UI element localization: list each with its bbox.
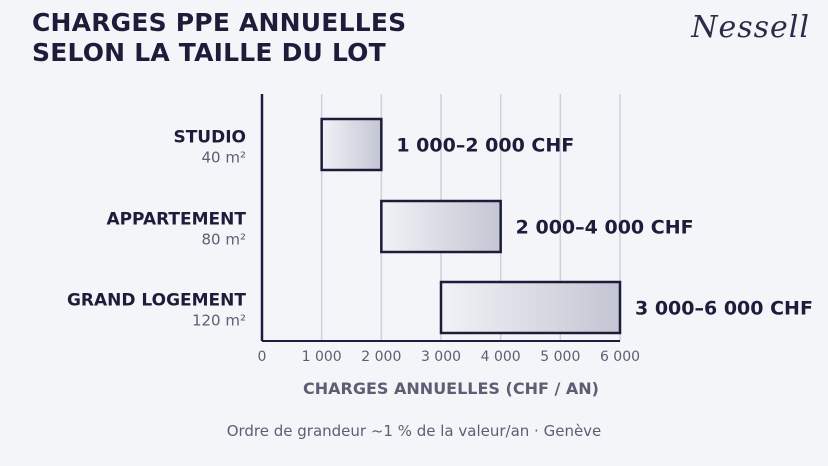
category-sublabel: 40 m² [202, 149, 246, 167]
range-bar [380, 199, 502, 254]
bar-value-label: 1 000–2 000 CHF [396, 135, 574, 157]
range-bar [320, 117, 383, 172]
x-tick-label: 0 [258, 349, 267, 365]
x-tick-label: 1 000 [302, 349, 342, 365]
category-sublabel: 120 m² [192, 312, 246, 330]
x-tick-label: 2 000 [361, 349, 401, 365]
category-label: GRAND LOGEMENT [67, 291, 246, 311]
category-sublabel: 80 m² [202, 231, 246, 249]
chart-title: CHARGES PPE ANNUELLES SELON LA TAILLE DU… [32, 8, 406, 68]
x-tick-label: 6 000 [600, 349, 640, 365]
x-tick-label: 5 000 [540, 349, 580, 365]
bar-value-label: 2 000–4 000 CHF [516, 217, 694, 239]
footnote: Ordre de grandeur ~1 % de la valeur/an ·… [226, 422, 602, 440]
x-tick-label: 4 000 [481, 349, 521, 365]
brand-logo: Nessell [691, 10, 810, 45]
category-label: STUDIO [173, 128, 246, 148]
x-tick-label: 3 000 [421, 349, 461, 365]
bar-value-label: 3 000–6 000 CHF [635, 298, 813, 320]
x-axis-title: CHARGES ANNUELLES (CHF / AN) [303, 379, 599, 398]
title-line-1: CHARGES PPE ANNUELLES [32, 8, 407, 37]
category-label: APPARTEMENT [106, 210, 246, 230]
range-bar [439, 280, 622, 335]
title-line-2: SELON LA TAILLE DU LOT [32, 38, 386, 67]
